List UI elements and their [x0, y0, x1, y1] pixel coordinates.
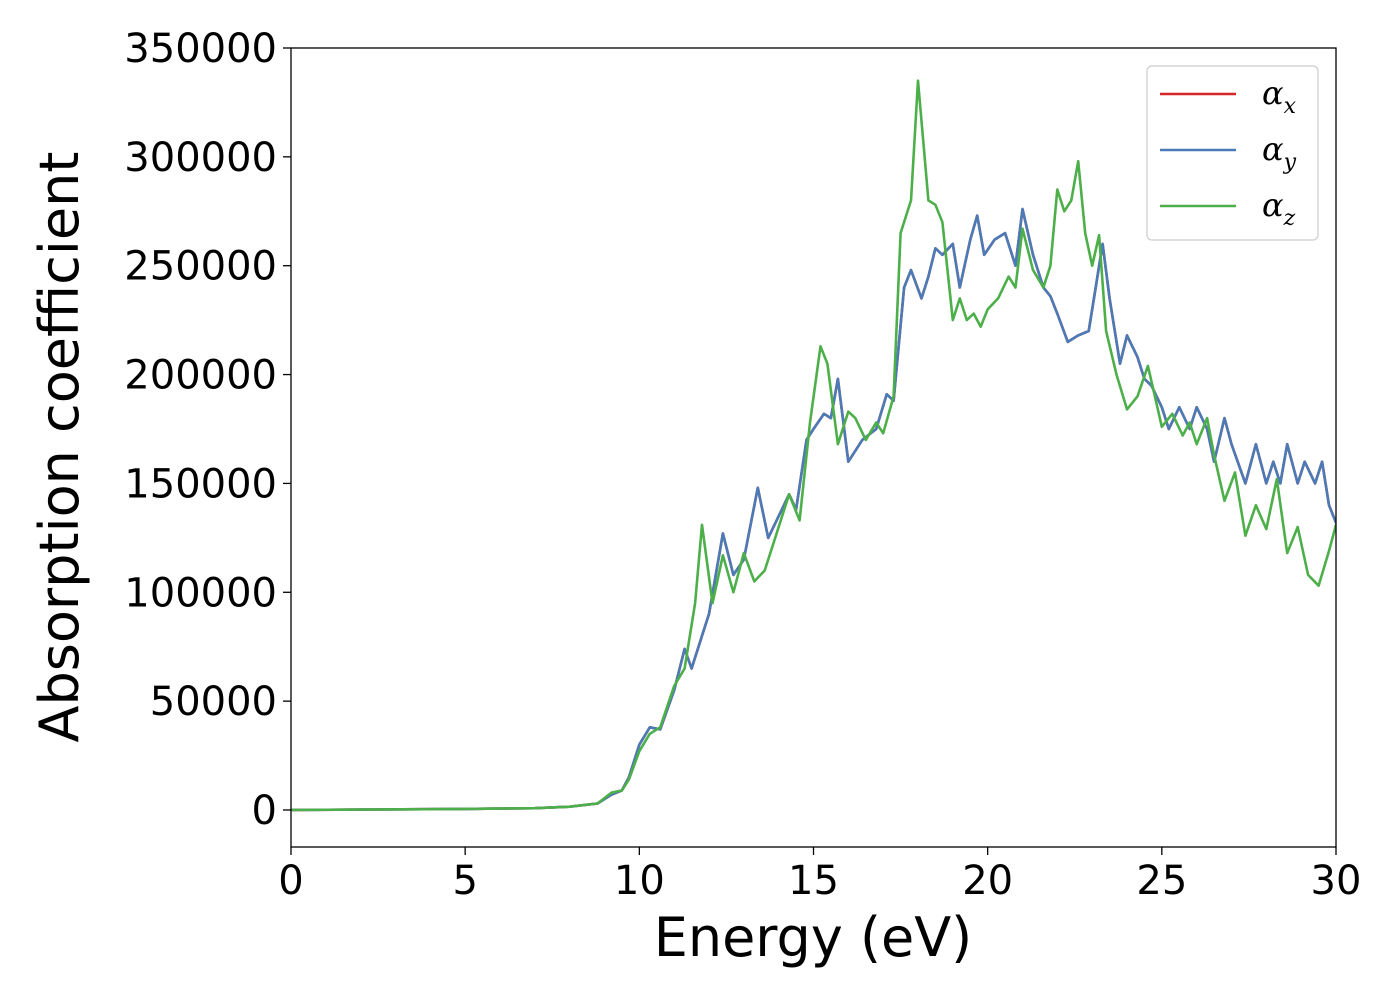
x-tick-label: 30 — [1311, 858, 1362, 904]
series-line-y — [291, 207, 1336, 812]
y-axis: 0 50000 100000 150000 200000 250000 300000 3500… — [124, 26, 291, 834]
legend: αx αy αz — [1146, 65, 1319, 241]
y-tick-label: 250000 — [124, 244, 277, 290]
x-tick-label: 25 — [1136, 858, 1187, 904]
series-layer — [291, 79, 1336, 812]
y-tick-label: 350000 — [124, 26, 277, 72]
y-tick-label: 0 — [252, 788, 277, 834]
y-tick-label: 200000 — [124, 353, 277, 399]
y-tick-label: 150000 — [124, 461, 277, 507]
legend-box — [1146, 65, 1319, 241]
x-tick-label: 0 — [278, 858, 303, 904]
series-line-z — [291, 79, 1336, 812]
x-tick-label: 5 — [452, 858, 477, 904]
x-tick-label: 15 — [788, 858, 839, 904]
y-tick-label: 300000 — [124, 135, 277, 181]
legend-label-x: αx — [1262, 74, 1297, 119]
y-axis-title: Absorption coefficient — [28, 152, 91, 743]
x-axis: 0 5 10 15 20 25 30 — [278, 847, 1361, 904]
legend-label-y: αy — [1262, 130, 1297, 175]
y-tick-label: 50000 — [150, 679, 277, 725]
x-tick-label: 20 — [962, 858, 1013, 904]
y-tick-label: 100000 — [124, 570, 277, 616]
x-axis-title: Energy (eV) — [654, 906, 973, 969]
x-tick-label: 10 — [614, 858, 665, 904]
legend-label-z: αz — [1262, 186, 1296, 231]
